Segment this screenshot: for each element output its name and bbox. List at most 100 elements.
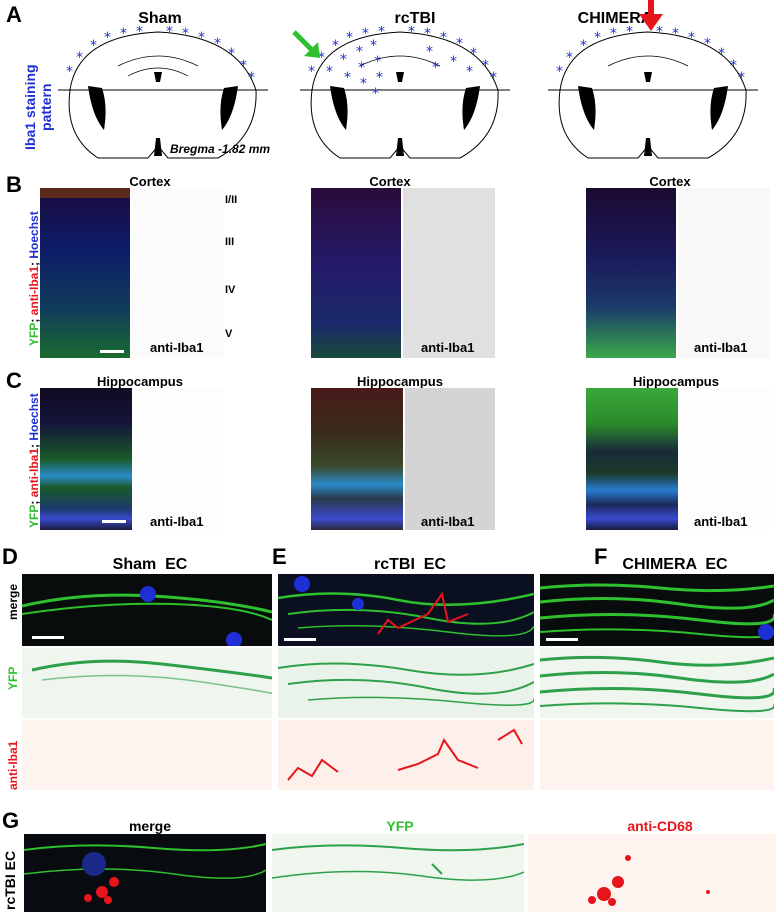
layer-iii: III [225, 236, 235, 248]
brain-atlas-chimera: *** * * * * * * **** [548, 26, 758, 159]
svg-text:*: * [432, 60, 439, 76]
svg-text:*: * [718, 46, 725, 62]
chimera-ec-yfp [540, 648, 774, 718]
svg-text:*: * [372, 86, 379, 102]
anti-iba1-label: anti-Iba1 [150, 340, 204, 355]
cortex-title-1: Cortex [129, 174, 171, 189]
anti-cd68-title: anti-CD68 [627, 818, 693, 834]
rctbi-ec-cd68-merge [24, 834, 266, 912]
chimera-ec-merge [540, 574, 774, 646]
panel-label-b: B [6, 172, 22, 197]
cortex-iba1-sham: anti-Iba1 [132, 188, 224, 358]
rctbi-ec-iba1 [278, 720, 534, 790]
legend-sep: ; [27, 315, 41, 323]
rctbi-ec-title: rcTBI EC [373, 556, 446, 573]
legend-sep: ; [27, 497, 41, 505]
cortex-merge-chimera [586, 188, 676, 358]
hippocampus-title-1: Hippocampus [97, 374, 183, 389]
anti-iba1-label: anti-Iba1 [694, 340, 748, 355]
svg-text:*: * [426, 44, 433, 60]
svg-text:*: * [470, 46, 477, 62]
hippocampus-title-3: Hippocampus [633, 374, 719, 389]
sham-title: Sham [138, 10, 182, 27]
layer-v: V [225, 328, 233, 340]
svg-text:*: * [656, 26, 663, 40]
svg-text:*: * [318, 50, 325, 66]
svg-text:*: * [490, 70, 497, 86]
layer-iv: IV [225, 284, 236, 296]
cortex-title-2: Cortex [369, 174, 411, 189]
row-c-channel-legend: YFP; anti-Iba1; Hoechst [27, 393, 41, 528]
hippocampus-iba1-sham: anti-Iba1 [134, 388, 224, 530]
iba1-staining-line2: pattern [38, 83, 54, 131]
svg-text:*: * [308, 64, 315, 80]
svg-text:*: * [466, 64, 473, 80]
svg-text:*: * [456, 36, 463, 52]
rctbi-ec-cd68-signal [528, 834, 776, 912]
sham-ec-merge [22, 574, 272, 646]
svg-text:*: * [672, 26, 679, 42]
hippocampus-iba1-chimera: anti-Iba1 [680, 388, 770, 530]
svg-text:*: * [214, 36, 221, 52]
panel-label-f: F [594, 544, 608, 569]
yfp-title: YFP [386, 818, 414, 834]
chimera-ec-iba1 [540, 720, 774, 790]
svg-text:*: * [610, 26, 617, 42]
svg-text:*: * [688, 30, 695, 46]
svg-text:*: * [182, 26, 189, 42]
legend-sep: ; [27, 440, 41, 448]
svg-text:*: * [198, 30, 205, 46]
svg-text:*: * [340, 52, 347, 68]
hippocampus-merge-rctbi [311, 388, 403, 530]
row-label-merge: merge [6, 583, 20, 620]
chimera-ec-title: CHIMERA EC [622, 556, 728, 573]
svg-text:*: * [626, 26, 633, 40]
legend-yfp: YFP [27, 322, 41, 346]
svg-text:*: * [566, 50, 573, 66]
svg-text:*: * [166, 26, 173, 40]
panel-label-d: D [2, 544, 18, 569]
cortex-merge-sham [40, 188, 130, 358]
rctbi-ec-side-label: rcTBI EC [2, 850, 18, 910]
svg-text:*: * [136, 26, 143, 40]
svg-text:*: * [374, 54, 381, 70]
anti-iba1-label: anti-Iba1 [421, 514, 475, 529]
hippocampus-merge-chimera [586, 388, 678, 530]
legend-hoechst: Hoechst [27, 211, 41, 259]
svg-text:*: * [66, 64, 73, 80]
svg-text:*: * [104, 30, 111, 46]
hippocampus-merge-sham [40, 388, 132, 530]
svg-text:*: * [76, 50, 83, 66]
sham-ec-yfp [22, 648, 272, 718]
svg-text:*: * [360, 76, 367, 92]
rctbi-ec-cd68-yfp [272, 834, 524, 912]
cortex-iba1-rctbi: anti-Iba1 [403, 188, 495, 358]
iba1-staining-line1: Iba1 staining [22, 64, 38, 150]
brain-atlas-rctbi: *** * * * * * * **** ** * * ** ** * ***** [300, 26, 510, 159]
panel-label-c: C [6, 368, 22, 393]
svg-text:*: * [228, 46, 235, 62]
cortex-merge-rctbi [311, 188, 401, 358]
svg-text:*: * [408, 26, 415, 40]
brain-atlas-sham: *** * * * * * * **** [58, 26, 268, 159]
legend-yfp: YFP [27, 504, 41, 528]
cortex-title-3: Cortex [649, 174, 691, 189]
svg-text:*: * [248, 70, 255, 86]
svg-text:*: * [378, 26, 385, 40]
hippocampus-title-2: Hippocampus [357, 374, 443, 389]
sham-ec-title: Sham EC [112, 556, 188, 573]
merge-title: merge [128, 818, 172, 834]
svg-text:*: * [556, 64, 563, 80]
svg-text:*: * [356, 44, 363, 60]
anti-iba1-label: anti-Iba1 [421, 340, 475, 355]
svg-text:*: * [580, 38, 587, 54]
svg-text:*: * [120, 26, 127, 42]
sham-ec-iba1 [22, 720, 272, 790]
legend-anti-iba1: anti-Iba1 [27, 447, 41, 498]
svg-text:*: * [370, 38, 377, 54]
svg-text:*: * [424, 26, 431, 42]
panel-label-e: E [272, 544, 287, 569]
rctbi-ec-merge [278, 574, 534, 646]
svg-text:*: * [450, 54, 457, 70]
hippocampus-iba1-rctbi: anti-Iba1 [405, 388, 495, 530]
